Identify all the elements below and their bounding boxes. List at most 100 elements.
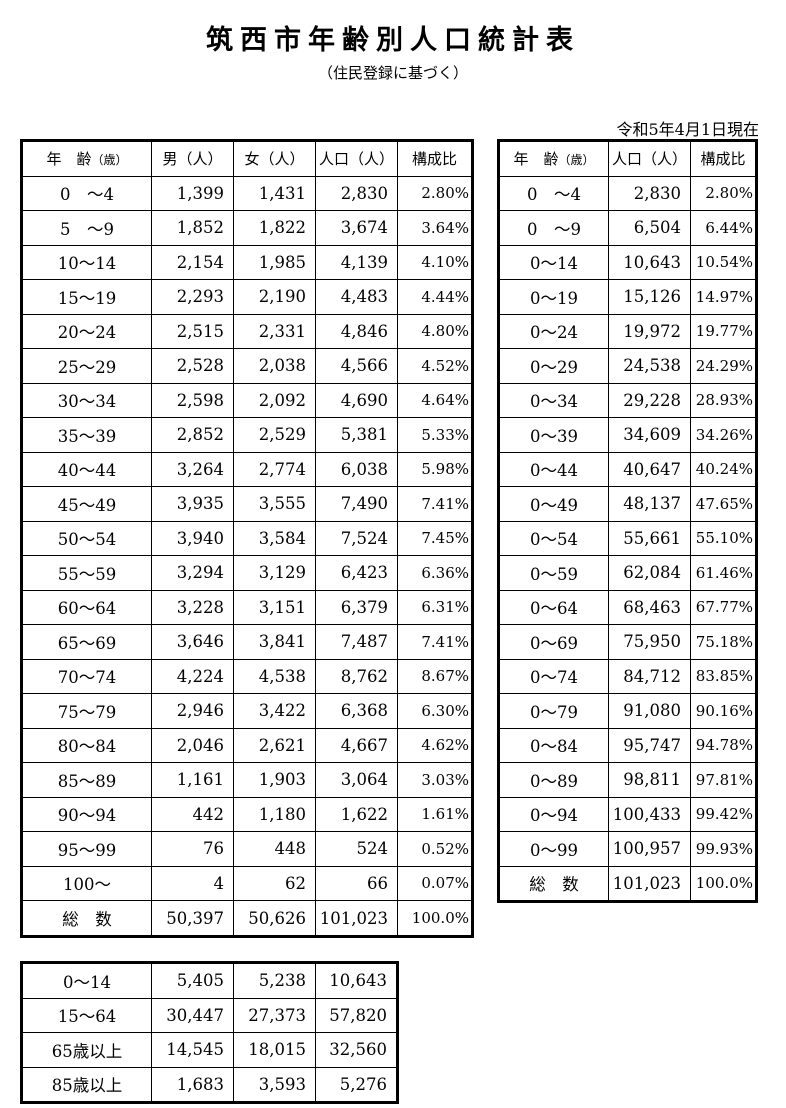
- population-cell: 4,667: [315, 727, 398, 763]
- female-count-cell: 3,841: [233, 624, 316, 660]
- header-age: 年 齢（歳）: [21, 140, 152, 177]
- ratio-cell: 34.26%: [690, 417, 757, 453]
- male-count-cell: 2,154: [151, 244, 234, 280]
- table-row: 15～64 30,447 27,373 57,820: [21, 997, 398, 1033]
- ratio-cell: 100.0%: [690, 865, 757, 902]
- age-range-cell: 85歳以上: [21, 1066, 152, 1103]
- ratio-cell: 7.41%: [397, 486, 473, 522]
- female-count-cell: 448: [233, 831, 316, 867]
- table-row: 65歳以上 14,545 18,015 32,560: [21, 1032, 398, 1068]
- ratio-cell: 100.0%: [397, 900, 473, 937]
- male-count-cell: 1,399: [151, 175, 234, 211]
- ratio-cell: 40.24%: [690, 451, 757, 487]
- male-count-cell: 3,264: [151, 451, 234, 487]
- female-count-cell: 2,038: [233, 348, 316, 384]
- total-row: 総 数 101,023 100.0%: [498, 865, 757, 902]
- female-count-cell: 3,584: [233, 520, 316, 556]
- header-age-unit: （歳）: [91, 153, 128, 168]
- page-title: 筑西市年齢別人口統計表: [206, 25, 580, 56]
- age-range-cell: 0～64: [498, 589, 609, 625]
- table-row: 0～99 100,957 99.93%: [498, 831, 757, 867]
- male-count-cell: 5,405: [151, 962, 234, 999]
- table-body: 0～14 5,405 5,238 10,643 15～64 30,447 27,373 57,…: [21, 962, 398, 1103]
- age-range-cell: 0～19: [498, 279, 609, 315]
- population-cell: 6,368: [315, 693, 398, 729]
- age-range-cell: 0 ～4: [498, 175, 609, 211]
- age-range-cell: 0～39: [498, 417, 609, 453]
- table-row: 0～14 10,643 10.54%: [498, 244, 757, 280]
- population-cell: 100,433: [608, 796, 691, 832]
- header-population: 人口（人）: [315, 140, 398, 177]
- total-row: 総 数 50,397 50,626 101,023 100.0%: [21, 900, 473, 937]
- header-ratio: 構成比: [397, 140, 473, 177]
- age-range-cell: 70～74: [21, 658, 152, 694]
- age-range-cell: 0～49: [498, 486, 609, 522]
- header-ratio: 構成比: [690, 140, 757, 177]
- male-count-cell: 3,935: [151, 486, 234, 522]
- table-row: 60～64 3,228 3,151 6,379 6.31%: [21, 589, 473, 625]
- population-cell: 5,276: [315, 1066, 398, 1103]
- population-cell: 6,038: [315, 451, 398, 487]
- age-range-cell: 総 数: [21, 900, 152, 937]
- table-row: 0～24 19,972 19.77%: [498, 313, 757, 349]
- ratio-cell: 3.03%: [397, 762, 473, 798]
- male-count-cell: 3,940: [151, 520, 234, 556]
- table-row: 65～69 3,646 3,841 7,487 7.41%: [21, 624, 473, 660]
- age-range-cell: 0～94: [498, 796, 609, 832]
- ratio-cell: 83.85%: [690, 658, 757, 694]
- population-cell: 2,830: [608, 175, 691, 211]
- age-range-cell: 40～44: [21, 451, 152, 487]
- male-count-cell: 2,046: [151, 727, 234, 763]
- ratio-cell: 6.30%: [397, 693, 473, 729]
- female-count-cell: 1,431: [233, 175, 316, 211]
- table-row: 0～14 5,405 5,238 10,643: [21, 962, 398, 999]
- female-count-cell: 1,180: [233, 796, 316, 832]
- male-count-cell: 50,397: [151, 900, 234, 937]
- ratio-cell: 28.93%: [690, 382, 757, 418]
- ratio-cell: 5.33%: [397, 417, 473, 453]
- age-range-cell: 0～14: [21, 962, 152, 999]
- table-row: 30～34 2,598 2,092 4,690 4.64%: [21, 382, 473, 418]
- male-count-cell: 1,161: [151, 762, 234, 798]
- table-row: 0～79 91,080 90.16%: [498, 693, 757, 729]
- population-cell: 29,228: [608, 382, 691, 418]
- table-row: 80～84 2,046 2,621 4,667 4.62%: [21, 727, 473, 763]
- age-range-cell: 10～14: [21, 244, 152, 280]
- population-cell: 62,084: [608, 555, 691, 591]
- population-cell: 6,379: [315, 589, 398, 625]
- male-count-cell: 1,683: [151, 1066, 234, 1103]
- male-count-cell: 2,598: [151, 382, 234, 418]
- ratio-cell: 6.44%: [690, 210, 757, 246]
- table-row: 35～39 2,852 2,529 5,381 5.33%: [21, 417, 473, 453]
- age-range-cell: 80～84: [21, 727, 152, 763]
- ratio-cell: 75.18%: [690, 624, 757, 660]
- population-cell: 4,846: [315, 313, 398, 349]
- table-row: 0～64 68,463 67.77%: [498, 589, 757, 625]
- ratio-cell: 97.81%: [690, 762, 757, 798]
- female-count-cell: 2,774: [233, 451, 316, 487]
- ratio-cell: 94.78%: [690, 727, 757, 763]
- age-range-cell: 0～59: [498, 555, 609, 591]
- table-row: 50～54 3,940 3,584 7,524 7.45%: [21, 520, 473, 556]
- ratio-cell: 2.80%: [690, 175, 757, 211]
- female-count-cell: 1,903: [233, 762, 316, 798]
- male-count-cell: 76: [151, 831, 234, 867]
- population-cell: 7,524: [315, 520, 398, 556]
- population-cell: 66: [315, 865, 398, 901]
- table-row: 0～39 34,609 34.26%: [498, 417, 757, 453]
- table-row: 0～34 29,228 28.93%: [498, 382, 757, 418]
- table-row: 55～59 3,294 3,129 6,423 6.36%: [21, 555, 473, 591]
- age-range-cell: 15～64: [21, 997, 152, 1033]
- female-count-cell: 3,151: [233, 589, 316, 625]
- table-row: 0～94 100,433 99.42%: [498, 796, 757, 832]
- population-cell: 4,139: [315, 244, 398, 280]
- table-body: 0 ～4 1,399 1,431 2,830 2.80% 5 ～9 1,852 1,822 3,…: [21, 175, 473, 937]
- population-cell: 524: [315, 831, 398, 867]
- table-row: 5 ～9 1,852 1,822 3,674 3.64%: [21, 210, 473, 246]
- age-range-cell: 45～49: [21, 486, 152, 522]
- ratio-cell: 4.52%: [397, 348, 473, 384]
- age-range-cell: 90～94: [21, 796, 152, 832]
- female-count-cell: 2,529: [233, 417, 316, 453]
- age-range-cell: 0～79: [498, 693, 609, 729]
- table-row: 0～29 24,538 24.29%: [498, 348, 757, 384]
